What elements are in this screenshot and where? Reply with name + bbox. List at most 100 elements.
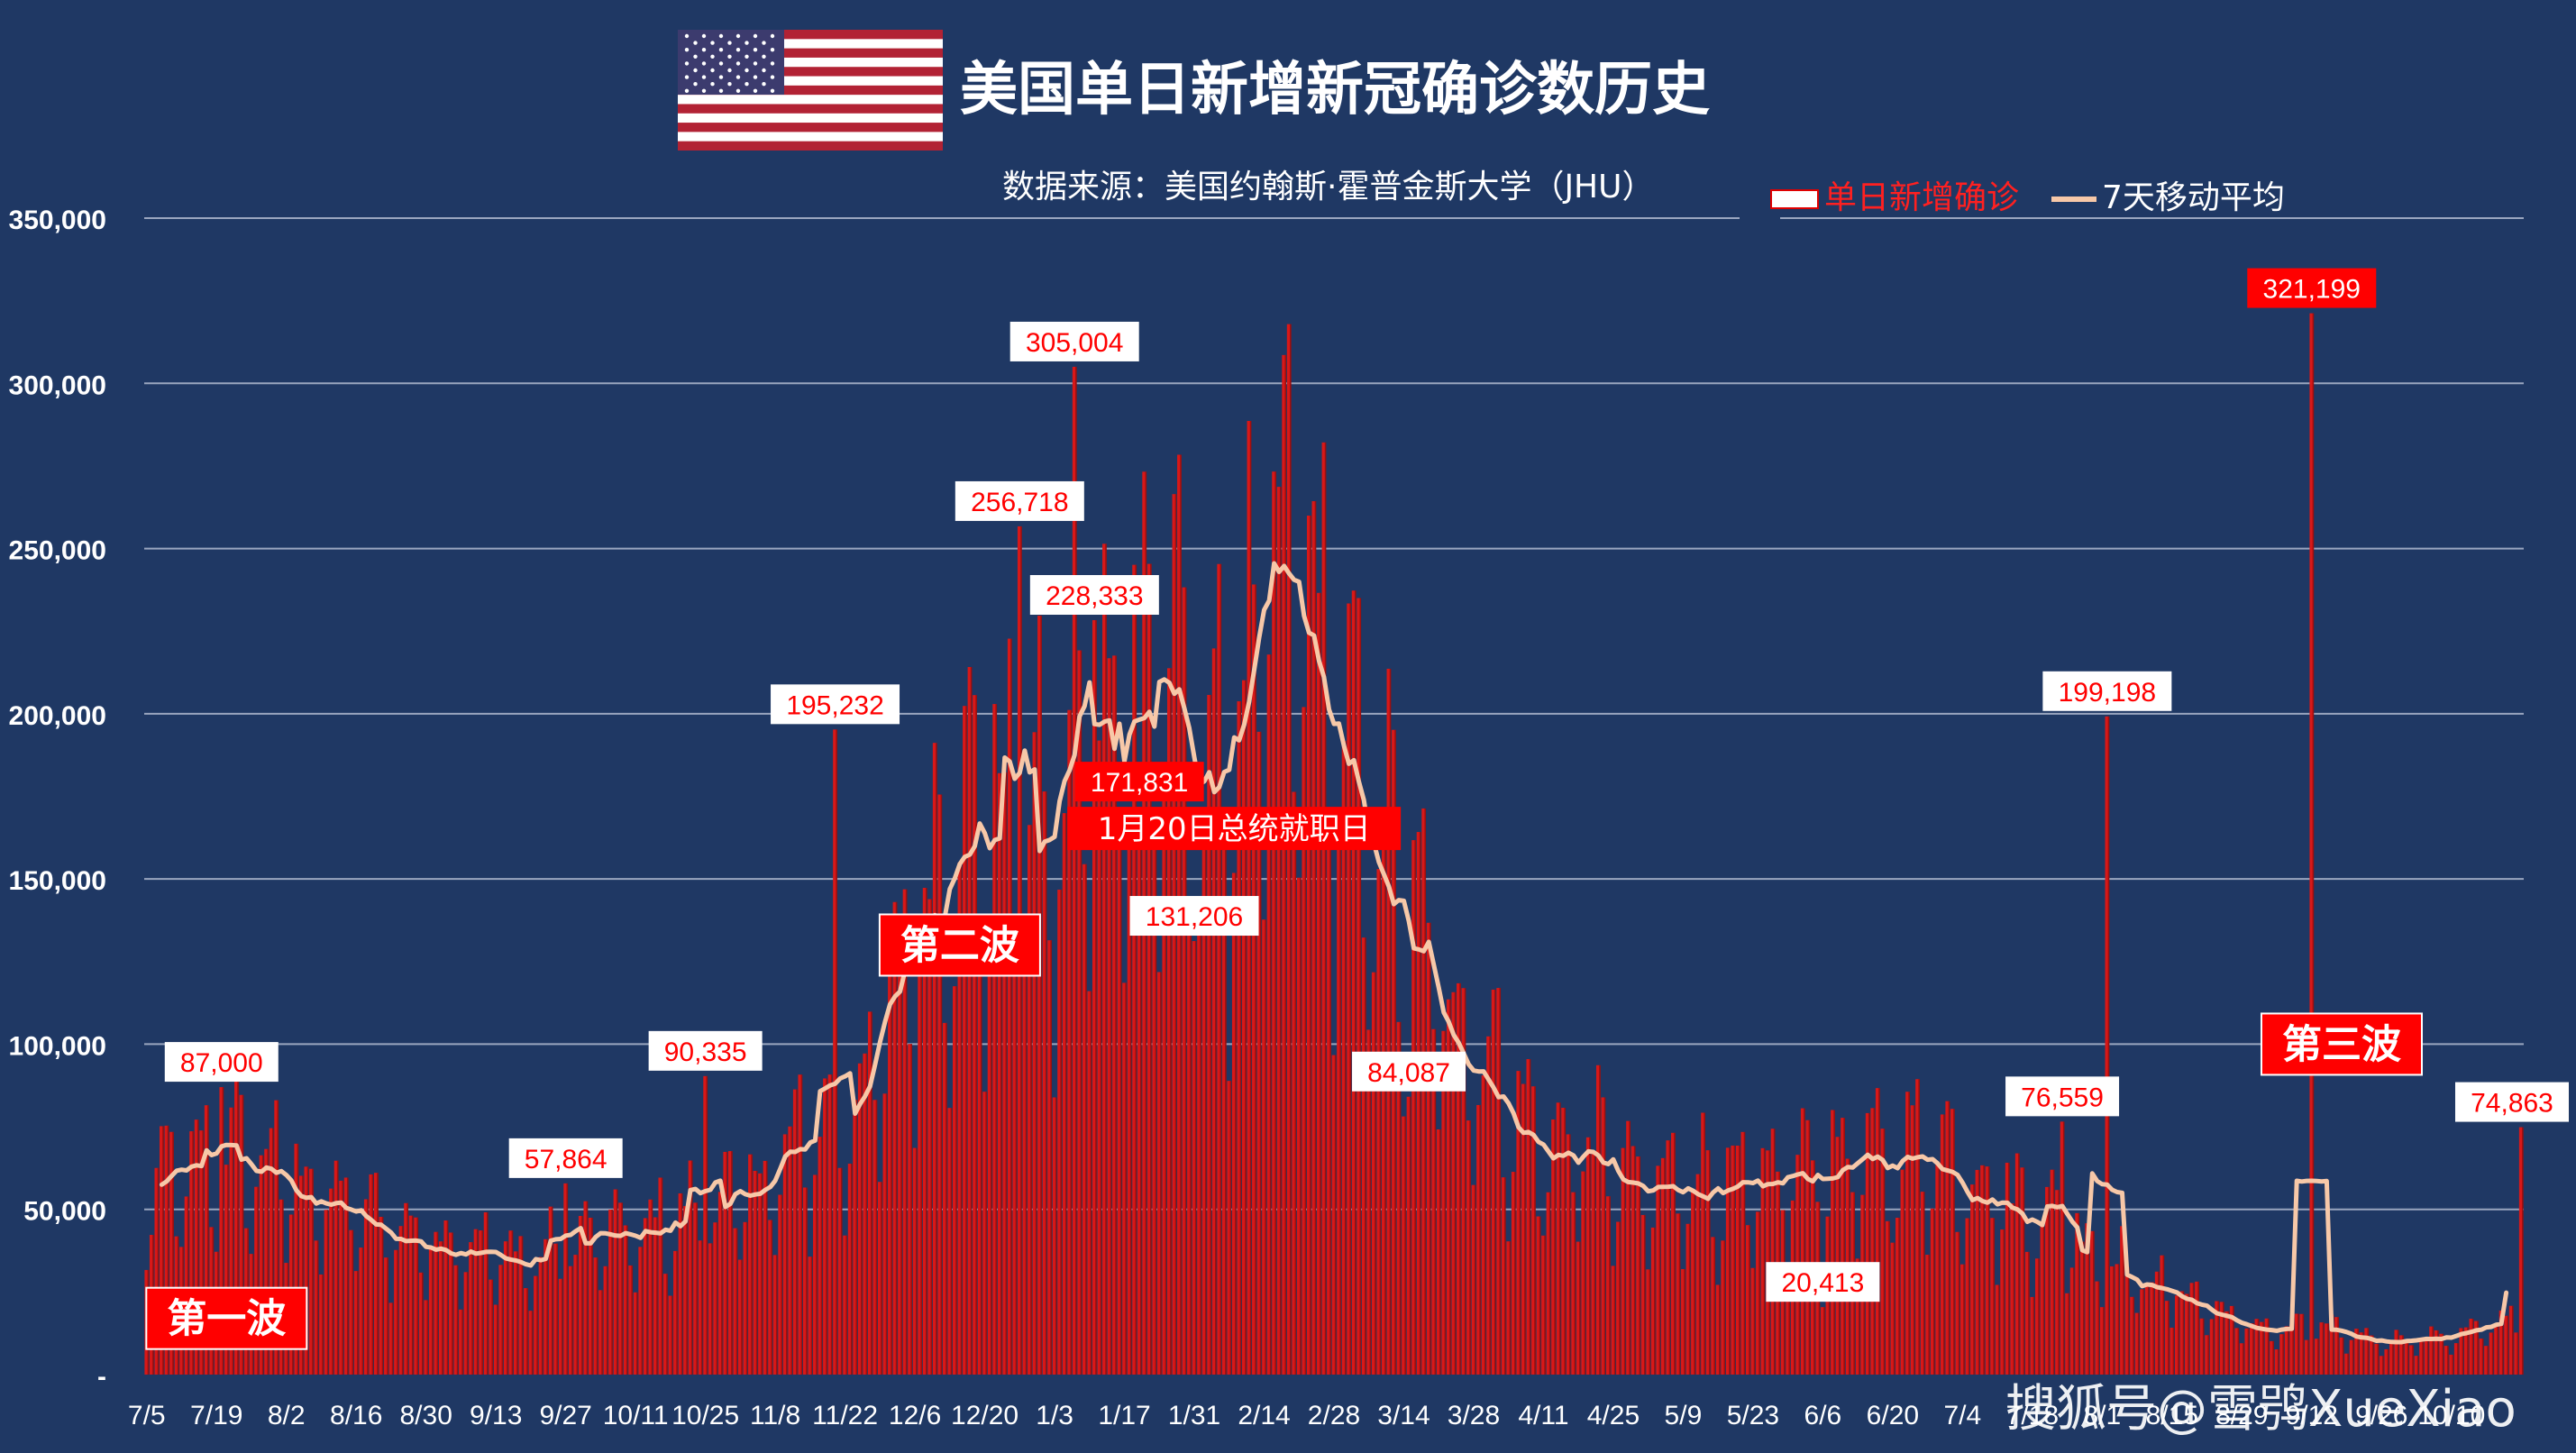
bar-shade (1918, 1079, 1921, 1375)
bar (388, 1302, 394, 1375)
bar (1995, 1284, 2000, 1375)
bar (1476, 1104, 1481, 1375)
x-tick-label: 3/28 (1448, 1401, 1500, 1430)
bar (1910, 1105, 1915, 1375)
bar-shade (1150, 563, 1152, 1375)
bar (1501, 1177, 1506, 1375)
bar-shade (980, 973, 982, 1375)
bar (558, 1278, 563, 1375)
annotation-box (164, 1042, 279, 1083)
bar-shade (2123, 1226, 2124, 1375)
bar (2284, 1326, 2289, 1375)
legend-bar-label: 单日新增确诊 (1824, 179, 2020, 216)
bar-shade (2322, 1322, 2325, 1375)
x-tick-label: 8/1 (2083, 1401, 2121, 1430)
bar (189, 1131, 194, 1375)
bar (1396, 1021, 1402, 1375)
bar-shade (786, 1134, 788, 1375)
bar (1032, 732, 1037, 1375)
bar (2453, 1343, 2459, 1375)
event-label: 1月20日总统就职日 (1098, 811, 1371, 847)
bar-shade (2412, 1345, 2414, 1375)
bar (653, 1217, 658, 1375)
bar-shade (611, 1209, 613, 1375)
bar-shade (2178, 1295, 2179, 1375)
bar (743, 1221, 748, 1375)
bar (1895, 1217, 1900, 1375)
bar (853, 1100, 858, 1375)
bar (2060, 1121, 2065, 1375)
bar-shade (2212, 1319, 2215, 1375)
bar-shade (1354, 590, 1357, 1375)
bar (1152, 828, 1157, 1375)
bar (1695, 1174, 1701, 1375)
flag-star (753, 48, 758, 52)
bar (463, 1272, 469, 1375)
bar-shade (995, 704, 998, 1375)
bar (404, 1202, 408, 1375)
bar-shade (616, 1189, 618, 1375)
bar-shade (1534, 1086, 1536, 1375)
bar (169, 1131, 174, 1375)
bar (1786, 1266, 1791, 1375)
bar (508, 1230, 514, 1375)
bar-shade (671, 1295, 673, 1375)
bar-shade (2377, 1343, 2380, 1375)
x-tick-label: 7/19 (190, 1401, 242, 1430)
bar-shade (1519, 1071, 1521, 1375)
bar (2260, 1321, 2264, 1375)
bar-shade (1609, 1196, 1611, 1375)
bar (1047, 940, 1052, 1375)
bar-shade (1629, 1120, 1631, 1375)
bar-shade (326, 1210, 329, 1375)
bar-shade (1684, 1268, 1685, 1375)
bar (1870, 1108, 1876, 1375)
bar-shade (1110, 658, 1112, 1375)
bar-shade (486, 1211, 489, 1375)
annotation-label: 90,335 (664, 1037, 747, 1067)
x-tick-label: 8/16 (330, 1401, 382, 1430)
bar-shade (830, 1074, 833, 1375)
bar (1536, 1216, 1541, 1375)
bar (453, 1265, 459, 1375)
bar (229, 1107, 234, 1375)
bar-shade (666, 1274, 668, 1375)
bar-shade (2197, 1281, 2199, 1375)
bar-shade (1658, 1165, 1661, 1375)
bar (2498, 1310, 2504, 1375)
x-tick-label: 2/28 (1308, 1401, 1360, 1430)
bar (1531, 1086, 1536, 1375)
bar-shade (1993, 1218, 1996, 1375)
bar (1296, 877, 1302, 1375)
legend-bar-swatch (1770, 189, 1819, 209)
bar (833, 729, 837, 1375)
annotation-box (1129, 896, 1259, 937)
bar-shade (461, 1309, 463, 1375)
bar-shade (686, 1206, 688, 1375)
bar-shade (2312, 313, 2315, 1375)
bar (1466, 1120, 1471, 1375)
bar (2209, 1319, 2215, 1375)
bar (274, 1100, 279, 1375)
bar-shade (2422, 1341, 2425, 1375)
bar-shade (1903, 1169, 1905, 1375)
bar-shade (706, 1075, 708, 1375)
bar-shade (641, 1247, 644, 1375)
bar (1805, 1119, 1811, 1375)
bar (2234, 1328, 2240, 1375)
bar-shade (1548, 1192, 1551, 1375)
bar (2030, 1296, 2035, 1375)
bar (772, 1255, 778, 1375)
bar-shade (1623, 1147, 1626, 1375)
bar-shade (621, 1202, 624, 1375)
bar-shade (232, 1107, 234, 1375)
flag-star (718, 61, 724, 66)
bar (912, 1147, 918, 1375)
bar-shade (895, 901, 898, 1375)
x-tick-label: 10/11 (603, 1401, 669, 1430)
bar-shade (271, 1128, 274, 1375)
bar (2055, 1190, 2060, 1375)
bar-shade (2287, 1326, 2289, 1375)
bar (2424, 1339, 2429, 1375)
flag-star (710, 41, 715, 45)
